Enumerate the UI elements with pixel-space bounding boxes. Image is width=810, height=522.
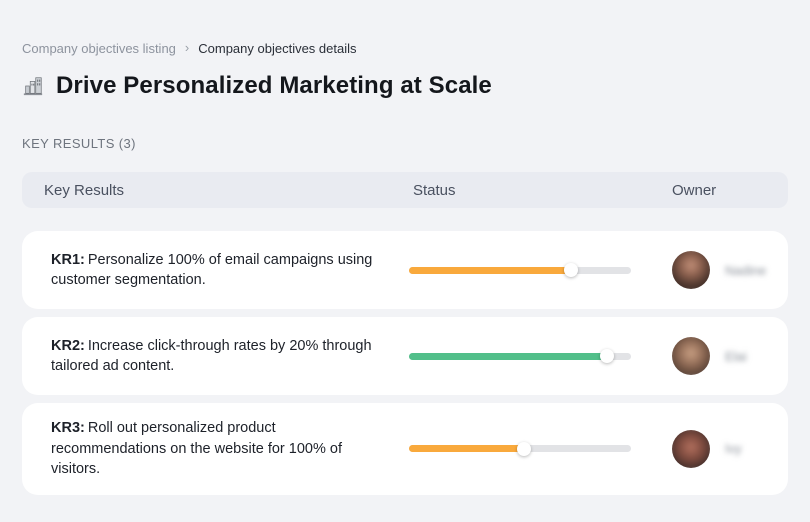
kr3-owner-avatar: [672, 429, 710, 468]
breadcrumb-item-listing[interactable]: Company objectives listing: [22, 41, 176, 56]
table-row-kr3[interactable]: KR3: Roll out personalized product recomm…: [22, 403, 788, 495]
buildings-chart-icon: [23, 77, 43, 96]
column-header-owner: Owner: [672, 181, 717, 199]
kr1-description: Personalize 100% of email campaigns usin…: [51, 251, 373, 289]
kr1-text: KR1: Personalize 100% of email campaigns …: [22, 235, 409, 306]
kr3-owner-cell: Ivy: [672, 429, 788, 468]
kr3-progress-slider[interactable]: [409, 441, 631, 456]
kr2-owner-name: Elai: [725, 348, 747, 364]
table-header: Key Results Status Owner: [22, 172, 788, 208]
kr2-text: KR2: Increase click-through rates by 20% …: [22, 321, 409, 392]
kr3-description: Roll out personalized product recommenda…: [51, 420, 342, 477]
kr2-owner-cell: Elai: [672, 337, 788, 375]
key-results-list: KR1: Personalize 100% of email campaigns …: [22, 231, 788, 495]
kr2-id: KR2:: [51, 337, 85, 354]
column-header-status: Status: [413, 181, 456, 199]
kr2-status-cell: [409, 349, 672, 363]
kr2-progress-slider[interactable]: [409, 349, 631, 363]
kr1-owner-cell: Nadine: [672, 251, 788, 289]
table-row-kr1[interactable]: KR1: Personalize 100% of email campaigns …: [22, 231, 788, 309]
kr2-description: Increase click-through rates by 20% thro…: [51, 337, 372, 375]
kr1-slider-thumb[interactable]: [564, 263, 579, 277]
kr1-id: KR1:: [51, 251, 85, 268]
kr1-status-cell: [409, 263, 672, 277]
kr3-text: KR3: Roll out personalized product recomm…: [22, 403, 409, 495]
chevron-right-icon: ›: [184, 40, 190, 55]
title-row: Drive Personalized Marketing at Scale: [22, 72, 788, 100]
column-header-key-results: Key Results: [44, 181, 125, 199]
kr3-id: KR3:: [51, 420, 85, 436]
kr2-owner-avatar: [672, 337, 710, 375]
kr1-progress-fill: [409, 266, 572, 274]
key-results-section-label: KEY RESULTS (3): [22, 136, 136, 151]
kr3-progress-fill: [409, 445, 525, 453]
kr3-slider-thumb[interactable]: [517, 441, 532, 456]
kr2-progress-fill: [409, 352, 607, 360]
kr1-progress-slider[interactable]: [409, 263, 631, 277]
kr1-owner-name: Nadine: [725, 262, 767, 278]
kr3-owner-name: Ivy: [725, 441, 742, 457]
kr3-status-cell: [409, 441, 672, 456]
breadcrumb: Company objectives listing › Company obj…: [22, 40, 788, 56]
kr2-slider-thumb[interactable]: [599, 349, 614, 363]
table-row-kr2[interactable]: KR2: Increase click-through rates by 20% …: [22, 317, 788, 395]
breadcrumb-item-details[interactable]: Company objectives details: [198, 41, 357, 56]
kr1-owner-avatar: [672, 251, 710, 289]
page-title: Drive Personalized Marketing at Scale: [56, 72, 492, 99]
